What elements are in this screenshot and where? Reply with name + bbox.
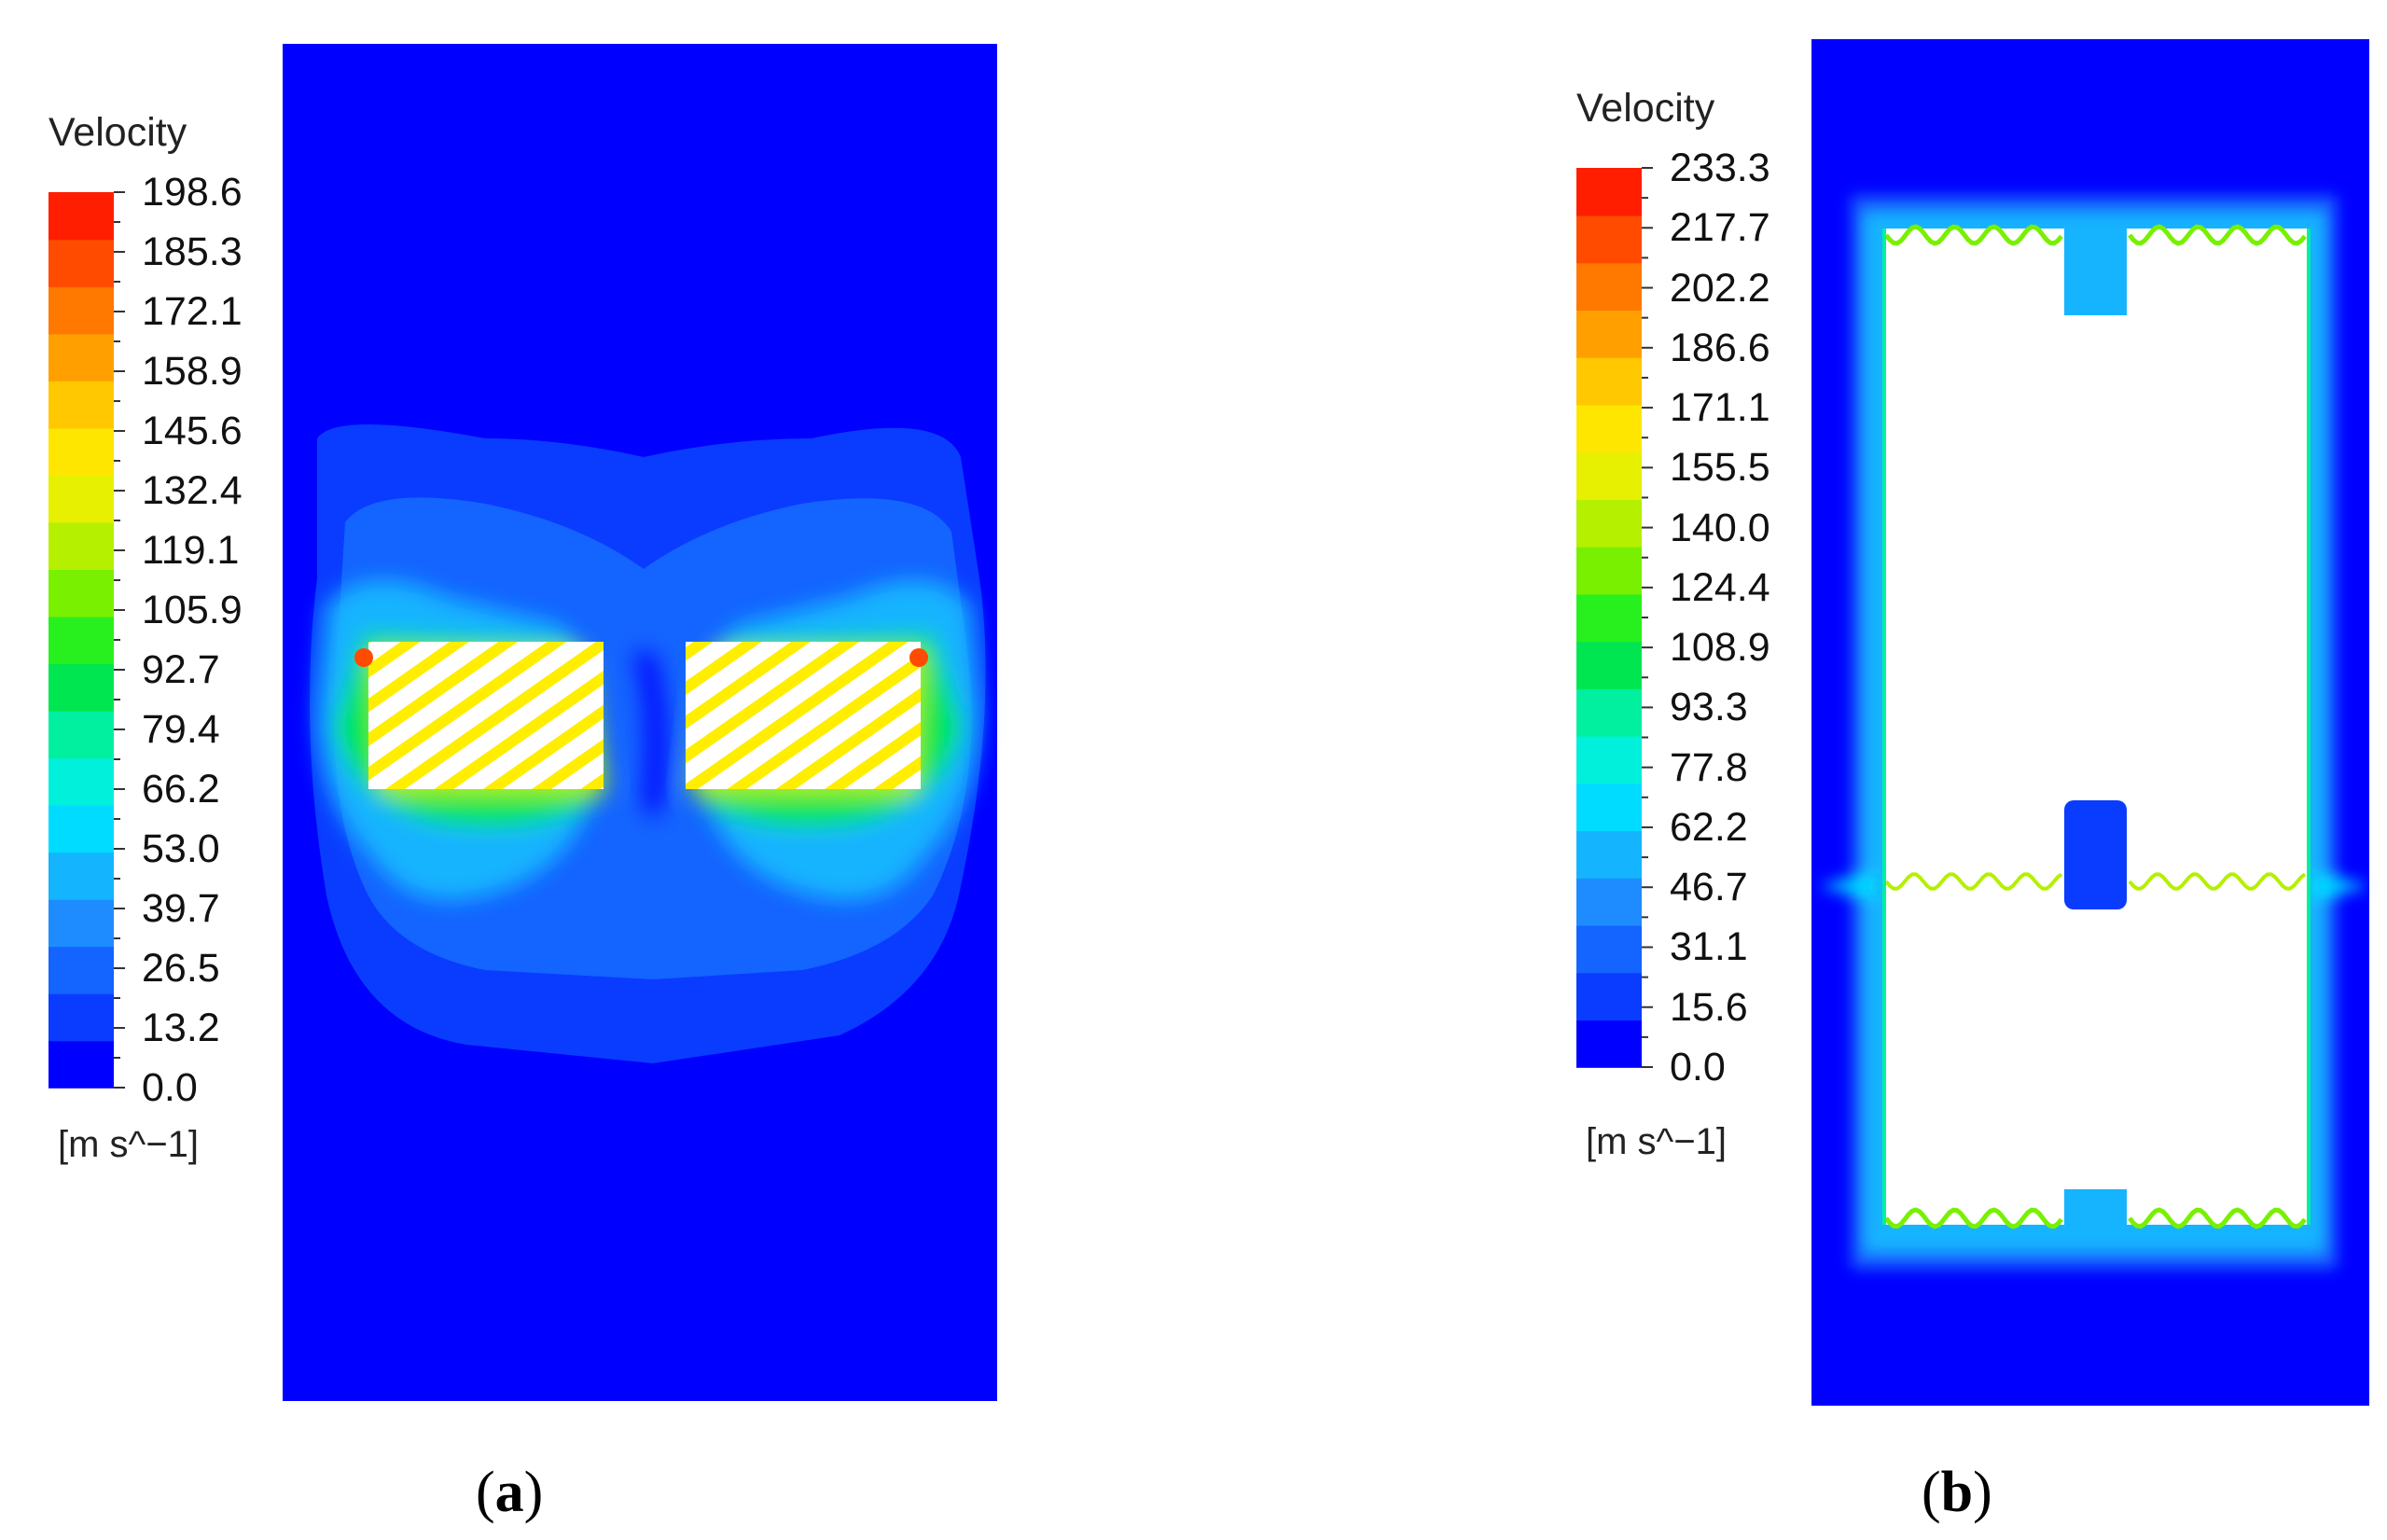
colorbar-swatch [49, 1040, 114, 1089]
colorbar-b [1576, 167, 1653, 1068]
legend-unit-a: [m s^−1] [58, 1124, 200, 1165]
legend-tick-label: 155.5 [1670, 445, 1770, 491]
colorbar-a [49, 191, 125, 1089]
colorbar-swatch [49, 898, 114, 948]
colorbar-swatch [1576, 168, 1642, 216]
colorbar-swatch [1576, 546, 1642, 595]
legend-title-b: Velocity [1576, 86, 1715, 131]
colorbar-swatch [49, 381, 114, 429]
legend-tick-label: 77.8 [1670, 744, 1748, 790]
colorbar-swatch [1576, 924, 1642, 974]
legend-tick-label: 186.6 [1670, 325, 1770, 370]
colorbar-swatch [49, 333, 114, 382]
colorbar-swatch [49, 475, 114, 523]
colorbar-swatch [49, 804, 114, 853]
legend-tick-label: 132.4 [142, 468, 243, 513]
legend-tick-label: 0.0 [142, 1065, 198, 1110]
legend-tick-label: 217.7 [1670, 205, 1770, 251]
colorbar-swatch [49, 710, 114, 759]
legend-unit-b: [m s^−1] [1586, 1121, 1728, 1162]
colorbar-swatch [1576, 1020, 1642, 1068]
hatched-core-right-a [686, 642, 921, 789]
colorbar-swatch [1576, 356, 1642, 406]
colorbar-swatch [49, 192, 114, 241]
colorbar-swatch [1576, 404, 1642, 453]
colorbar-swatch [49, 521, 114, 571]
legend-tick-label: 53.0 [142, 826, 220, 871]
legend-tick-label: 158.9 [142, 349, 243, 394]
colorbar-swatch [1576, 830, 1642, 879]
legend-title-a: Velocity [49, 110, 187, 155]
legend-tick-label: 93.3 [1670, 685, 1748, 730]
colorbar-swatch [49, 663, 114, 712]
legend-tick-label: 39.7 [142, 886, 220, 931]
legend-tick-label: 66.2 [142, 767, 220, 812]
legend-tick-label: 185.3 [142, 229, 243, 274]
colorbar-swatch [1576, 593, 1642, 643]
legend-tick-label: 79.4 [142, 707, 220, 752]
legend-tick-label: 0.0 [1670, 1045, 1726, 1089]
colorbar-swatch [1576, 972, 1642, 1021]
legend-tick-label: 13.2 [142, 1006, 220, 1050]
colorbar-swatch [1576, 641, 1642, 689]
legend-tick-label: 202.2 [1670, 265, 1770, 311]
legend-tick-label: 46.7 [1670, 865, 1748, 910]
legend-tick-label: 26.5 [142, 946, 220, 991]
colorbar-swatch [49, 239, 114, 287]
legend-tick-label: 172.1 [142, 289, 243, 334]
legend-tick-label: 15.6 [1670, 984, 1748, 1030]
solid-body-b [1884, 229, 2309, 1225]
colorbar-swatch [49, 569, 114, 617]
legend-tick-label: 62.2 [1670, 804, 1748, 850]
legend-tick-label: 140.0 [1670, 505, 1770, 550]
legend-tick-label: 145.6 [142, 409, 243, 453]
legend-tick-label: 119.1 [142, 528, 240, 573]
colorbar-swatch [1576, 735, 1642, 784]
hatched-core-left-a [368, 642, 604, 789]
caption-a: (a) [476, 1461, 544, 1524]
colorbar-swatch [49, 427, 114, 476]
colorbar-swatch [1576, 499, 1642, 548]
legend-tick-label: 233.3 [1670, 146, 1770, 190]
legend-tick-label: 92.7 [142, 647, 220, 692]
colorbar-swatch [49, 616, 114, 665]
caption-b: (b) [1922, 1461, 1992, 1524]
legend-tick-label: 108.9 [1670, 625, 1770, 671]
colorbar-swatch [1576, 262, 1642, 312]
colorbar-swatch [49, 992, 114, 1042]
colorbar-swatch [1576, 215, 1642, 264]
colorbar-swatch [49, 757, 114, 806]
middle-blocker-b [2064, 800, 2127, 909]
legend-tick-label: 31.1 [1670, 924, 1748, 970]
legend-tick-label: 171.1 [1670, 385, 1770, 431]
colorbar-swatch [1576, 310, 1642, 358]
colorbar-swatch [1576, 451, 1642, 500]
legend-tick-label: 105.9 [142, 588, 243, 632]
legend-tick-label: 124.4 [1670, 564, 1770, 610]
colorbar-swatch [49, 852, 114, 900]
colorbar-swatch [49, 946, 114, 994]
colorbar-swatch [1576, 878, 1642, 926]
colorbar-swatch [1576, 688, 1642, 737]
legend-tick-label: 198.6 [142, 170, 243, 215]
colorbar-swatch [1576, 783, 1642, 832]
colorbar-swatch [49, 286, 114, 335]
